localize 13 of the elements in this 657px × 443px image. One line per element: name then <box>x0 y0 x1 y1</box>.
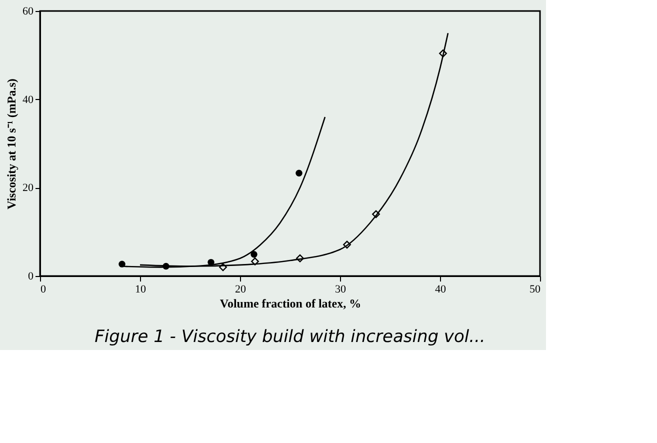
x-axis-title: Volume fraction of latex, % <box>220 296 362 310</box>
x-tick-label: 10 <box>135 284 146 296</box>
x-tick-label: 40 <box>435 284 446 296</box>
y-tick-label: 0 <box>28 270 34 282</box>
y-tick-label: 40 <box>22 94 34 106</box>
y-tick-label: 20 <box>22 182 34 194</box>
y-axis-title: Viscosity at 10 s⁻¹ (mPa.s) <box>4 78 18 210</box>
x-tick-label: 50 <box>530 284 541 296</box>
y-tick-label: 60 <box>22 6 34 18</box>
x-tick-label: 30 <box>335 284 346 296</box>
x-tick-label: 0 <box>40 284 46 296</box>
x-tick-label: 20 <box>235 284 246 296</box>
caption: Figure 1 - Viscosity build with increasing vol... <box>94 327 486 347</box>
